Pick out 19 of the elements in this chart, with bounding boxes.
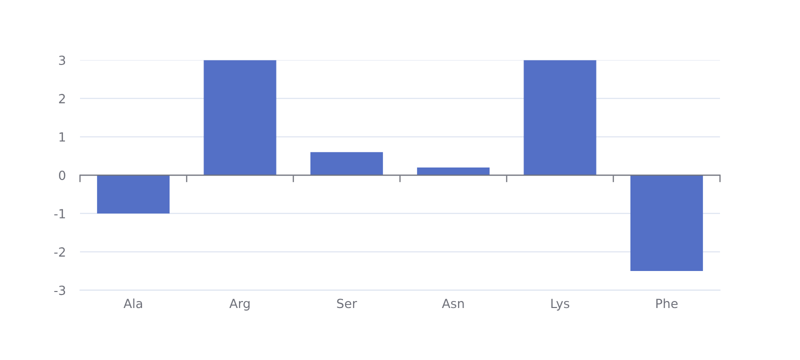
x-tick-label: Phe <box>656 298 678 308</box>
y-tick-label: 3 <box>59 56 66 66</box>
y-tick-label: -1 <box>54 209 65 218</box>
bar <box>204 60 276 176</box>
x-tick-label: Ser <box>337 298 358 308</box>
bar <box>524 60 596 176</box>
x-tick-label: Asn <box>442 298 464 308</box>
y-tick-label: -2 <box>54 247 65 257</box>
bar <box>417 167 490 176</box>
bar <box>97 175 170 214</box>
y-tick-label: 2 <box>59 94 65 104</box>
x-tick-label: Arg <box>229 298 250 311</box>
y-tick-label: 1 <box>60 132 65 142</box>
bar <box>310 152 383 176</box>
x-tick-label: Lys <box>551 298 570 311</box>
y-tick-label: 0 <box>58 170 66 180</box>
bar <box>630 175 703 271</box>
x-tick-label: Ala <box>124 298 142 308</box>
y-tick-label: -3 <box>54 286 66 296</box>
